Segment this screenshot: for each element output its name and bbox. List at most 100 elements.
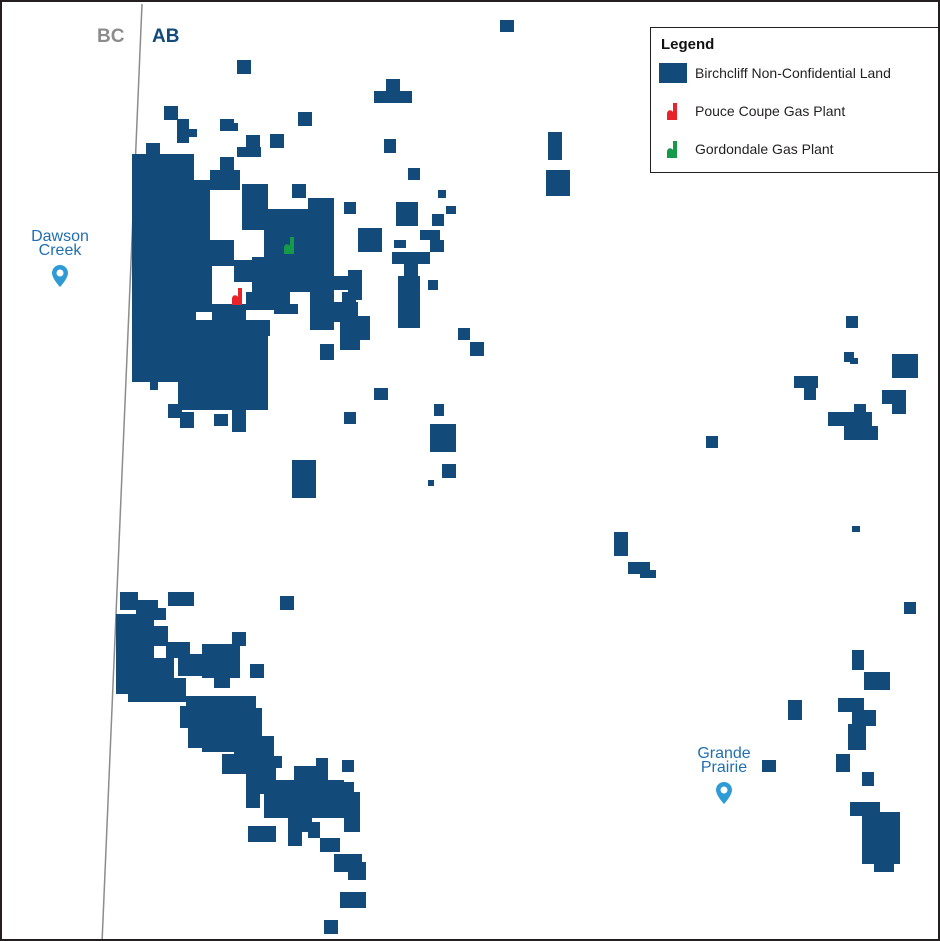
legend-label: Pouce Coupe Gas Plant <box>695 103 846 119</box>
province-label-bc: BC <box>97 26 125 47</box>
land-parcel <box>180 706 204 728</box>
land-parcel <box>342 760 354 772</box>
legend-item-pouce-coupe: Pouce Coupe Gas Plant <box>659 101 931 121</box>
land-parcel <box>788 700 802 720</box>
land-parcel <box>430 424 456 452</box>
pouce-coupe-gas-plant-marker[interactable] <box>232 288 242 305</box>
land-parcel <box>852 710 876 726</box>
city-name-line2: Prairie <box>700 759 748 776</box>
land-parcel <box>394 240 406 248</box>
land-parcel <box>252 257 334 292</box>
land-parcel <box>500 20 514 32</box>
land-parcel <box>180 412 194 428</box>
land-parcel <box>854 404 866 414</box>
land-parcel <box>434 404 444 416</box>
land-parcel <box>346 302 356 312</box>
land-parcel <box>852 650 864 670</box>
land-parcel <box>836 754 850 772</box>
land-parcel <box>189 129 197 137</box>
land-parcel <box>358 228 382 252</box>
land-parcel <box>168 404 182 418</box>
land-parcel-group <box>116 20 918 934</box>
land-parcel <box>316 758 328 772</box>
land-parcel <box>320 838 340 852</box>
land-parcel <box>614 532 628 556</box>
land-parcel <box>844 352 854 362</box>
land-parcel <box>234 260 252 282</box>
land-parcel <box>804 388 816 400</box>
land-parcel <box>280 596 294 610</box>
province-label-ab: AB <box>152 26 180 47</box>
land-parcel <box>442 464 456 478</box>
land-parcel <box>310 292 334 330</box>
land-parcel <box>458 328 470 340</box>
land-parcel <box>210 170 240 190</box>
land-parcel <box>892 354 918 378</box>
land-parcel <box>214 674 230 688</box>
land-parcel <box>188 728 214 748</box>
land-parcel <box>168 592 182 606</box>
land-parcel <box>430 240 444 252</box>
location-pin-icon <box>716 782 732 804</box>
land-parcel <box>132 180 210 240</box>
land-parcel <box>848 724 866 750</box>
land-parcel <box>408 168 420 180</box>
land-parcel <box>128 678 186 702</box>
land-parcel <box>308 822 320 838</box>
land-parcel <box>288 832 302 846</box>
land-parcel <box>428 480 434 486</box>
land-parcel <box>292 460 316 498</box>
land-parcel <box>348 862 366 880</box>
gas-plant-flag-icon <box>667 141 677 158</box>
land-parcel <box>358 316 370 340</box>
land-parcel <box>850 358 858 364</box>
map-legend: Legend Birchcliff Non-Confidential Land … <box>650 27 938 173</box>
land-parcel <box>374 388 388 400</box>
land-parcel <box>324 920 338 934</box>
city-dawson-creek[interactable]: Dawson Creek <box>15 228 105 288</box>
land-parcel <box>546 170 570 196</box>
land-parcel <box>136 600 158 616</box>
land-parcel <box>874 842 894 872</box>
city-name-line1: Dawson <box>31 228 89 245</box>
city-grande-prairie[interactable]: Grande Prairie <box>679 746 769 805</box>
land-parcel <box>892 404 906 414</box>
land-parcel <box>246 794 260 808</box>
land-parcel <box>232 632 246 646</box>
legend-item-gordondale: Gordondale Gas Plant <box>659 139 931 159</box>
gordondale-gas-plant-marker[interactable] <box>284 237 294 254</box>
land-parcel <box>446 206 456 214</box>
land-parcel <box>232 408 246 432</box>
land-parcel <box>132 312 196 382</box>
land-parcel <box>794 376 818 388</box>
land-parcel <box>288 816 312 832</box>
land-parcel <box>250 664 264 678</box>
land-parcel <box>438 190 446 198</box>
land-parcel <box>196 336 268 410</box>
land-parcel <box>374 91 412 103</box>
land-parcel <box>164 106 178 120</box>
land-parcel <box>344 202 356 214</box>
land-parcel <box>640 570 656 578</box>
land-parcel <box>274 304 298 314</box>
land-parcel <box>864 672 890 690</box>
land-parcel <box>398 276 420 328</box>
city-name-line2: Creek <box>38 242 82 259</box>
land-square-icon <box>659 63 687 83</box>
land-parcel <box>838 698 864 712</box>
land-parcel <box>237 60 251 74</box>
land-parcel <box>246 135 260 149</box>
land-parcel <box>344 412 356 424</box>
land-parcel <box>548 132 562 160</box>
land-parcel <box>177 119 189 143</box>
location-pin-icon <box>52 265 68 287</box>
legend-label: Gordondale Gas Plant <box>695 141 834 157</box>
legend-title: Legend <box>661 36 715 53</box>
land-parcel <box>196 320 270 336</box>
land-parcel <box>904 602 916 614</box>
land-parcel <box>862 772 874 786</box>
land-parcel <box>132 154 194 180</box>
land-parcel <box>230 123 238 131</box>
